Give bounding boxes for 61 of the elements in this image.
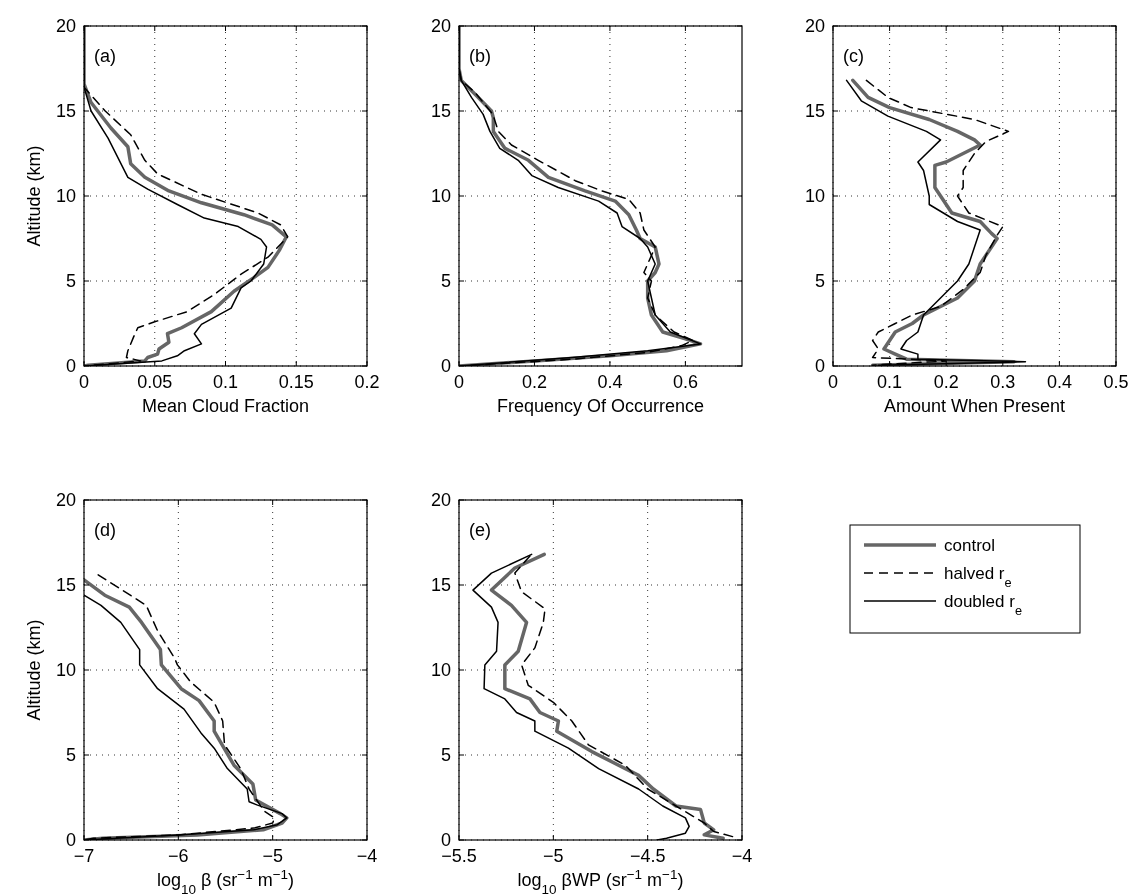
x-tick-label: −4.5 (629, 846, 666, 866)
y-tick-label: 0 (65, 830, 76, 850)
x-tick-label: −5 (262, 846, 283, 866)
x-axis-title: Amount When Present (883, 396, 1066, 416)
y-tick-label: 0 (65, 356, 76, 376)
x-tick-label: 0.1 (212, 372, 239, 392)
y-tick-label: 5 (65, 271, 76, 291)
x-tick-label: 0 (78, 372, 90, 392)
x-tick-label: −6 (168, 846, 189, 866)
x-tick-label: 0.2 (354, 372, 380, 392)
y-tick-label: 15 (55, 101, 76, 121)
x-tick-label: 0 (827, 372, 839, 392)
legend-label: halved r$_{e}$ (944, 564, 1012, 590)
y-tick-label: 10 (55, 660, 76, 680)
annotation: (d) (94, 520, 116, 540)
x-tick-label: 0.1 (877, 372, 903, 392)
y-axis-title: Altitude (km) (24, 619, 44, 721)
x-tick-label: 0.2 (933, 372, 959, 392)
y-tick-label: 15 (430, 575, 451, 595)
x-axis-title: log$_{10}$ β (sr$^{−1}$ m$^{−1}$) (156, 866, 295, 895)
y-tick-label: 5 (440, 271, 451, 291)
y-tick-label: 5 (65, 745, 76, 765)
x-axis-title: log$_{10}$ βWP (sr$^{−1}$ m$^{−1}$) (517, 866, 684, 895)
y-tick-label: 15 (55, 575, 76, 595)
y-tick-label: 20 (55, 490, 76, 510)
x-tick-label: 0.2 (521, 372, 547, 392)
x-axis-title: Mean Cloud Fraction (141, 396, 310, 416)
y-tick-label: 10 (430, 660, 451, 680)
y-axis-title: Altitude (km) (24, 145, 44, 247)
y-tick-label: 10 (804, 186, 825, 206)
y-tick-label: 20 (430, 16, 451, 36)
annotation: (c) (843, 46, 864, 66)
annotation: (e) (469, 520, 491, 540)
x-tick-label: 0.3 (990, 372, 1016, 392)
x-tick-label: 0.4 (597, 372, 623, 392)
y-tick-label: 0 (814, 356, 825, 376)
y-tick-label: 5 (440, 745, 451, 765)
y-tick-label: 15 (804, 101, 825, 121)
x-tick-label: −5 (543, 846, 564, 866)
y-tick-label: 10 (430, 186, 451, 206)
legend-label: doubled r$_{e}$ (944, 592, 1022, 618)
annotation: (a) (94, 46, 116, 66)
y-tick-label: 20 (804, 16, 825, 36)
x-tick-label: 0.5 (1103, 372, 1128, 392)
y-tick-label: 15 (430, 101, 451, 121)
y-tick-label: 20 (430, 490, 451, 510)
y-tick-label: 20 (55, 16, 76, 36)
annotation: (b) (469, 46, 491, 66)
x-tick-label: 0 (453, 372, 465, 392)
y-tick-label: 0 (440, 356, 451, 376)
x-tick-label: 0.6 (672, 372, 698, 392)
x-tick-label: −4 (731, 846, 753, 866)
x-axis-title: Frequency Of Occurrence (496, 396, 705, 416)
x-tick-label: 0.4 (1046, 372, 1072, 392)
x-tick-label: 0.05 (137, 372, 173, 392)
y-tick-label: 5 (814, 271, 825, 291)
legend-label: control (944, 536, 996, 555)
x-tick-label: −4 (356, 846, 378, 866)
x-tick-label: 0.15 (278, 372, 314, 392)
x-tick-label: −7 (73, 846, 95, 866)
y-tick-label: 10 (55, 186, 76, 206)
